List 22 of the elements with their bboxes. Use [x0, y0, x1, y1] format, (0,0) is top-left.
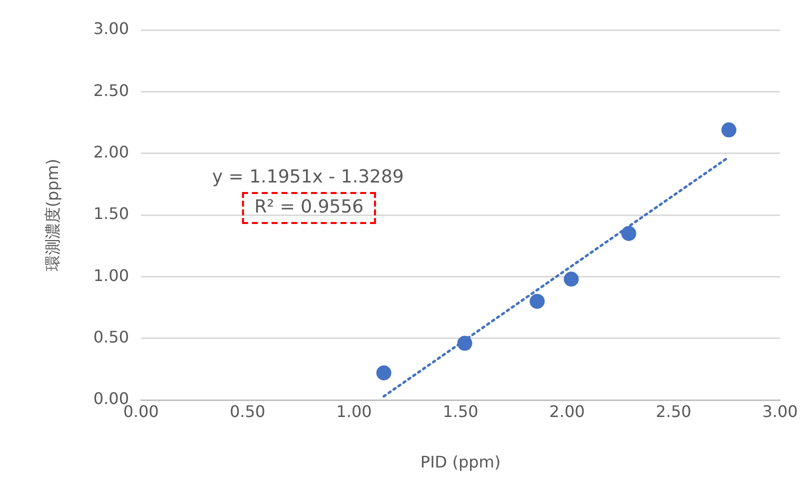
x-tick-label: 2.50 [656, 402, 692, 421]
x-tick-label: 3.00 [762, 402, 798, 421]
x-tick-label: 2.00 [549, 402, 585, 421]
x-tick-label: 1.50 [442, 402, 478, 421]
point [721, 122, 736, 138]
y-tick-label: 1.50 [93, 204, 129, 224]
y-tick-label: 2.50 [93, 80, 129, 100]
y-tick-label: 0.50 [93, 327, 129, 346]
x-tick-label: 0.50 [230, 402, 266, 421]
point [621, 226, 636, 241]
x-tick-label: 1.00 [336, 402, 372, 421]
y-axis-title: 環測濃度(ppm) [42, 158, 62, 272]
point [564, 272, 579, 287]
y-tick-label: 3.00 [93, 19, 129, 38]
y-tick-label: 1.00 [93, 266, 129, 285]
x-axis-title: PID (ppm) [420, 452, 501, 472]
point [530, 294, 545, 309]
annotation: R² = 0.9556 [254, 196, 364, 218]
annotation: y = 1.1951x - 1.3289 [212, 166, 404, 188]
y-tick-label: 2.00 [93, 142, 129, 162]
point [376, 365, 392, 380]
point [457, 336, 472, 351]
